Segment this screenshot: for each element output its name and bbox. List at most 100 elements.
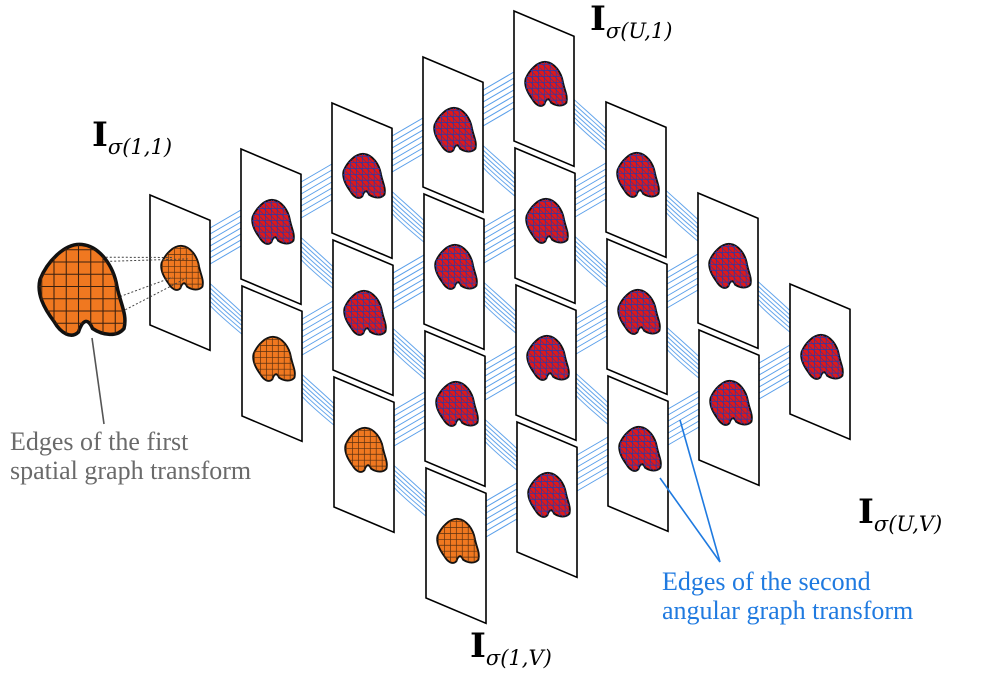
view-frame	[514, 146, 576, 305]
mesh-line	[801, 334, 829, 379]
view-shape	[709, 379, 753, 426]
mesh-line	[344, 290, 366, 335]
mesh-line	[434, 107, 474, 152]
angular-caption-line-2: angular graph transform	[662, 596, 914, 625]
shape-mesh	[525, 61, 567, 106]
mesh-line	[543, 198, 568, 243]
mesh-line	[436, 381, 476, 426]
mesh-line	[623, 289, 660, 334]
shape-mesh	[710, 380, 752, 425]
mesh-line	[714, 243, 751, 288]
spatial-caption-pointer	[91, 337, 105, 425]
shape-mesh	[434, 107, 476, 152]
mesh-line	[434, 107, 456, 152]
mesh-line	[618, 289, 646, 334]
angular-caption: Edges of the second angular graph transf…	[662, 567, 913, 625]
view-shape	[526, 334, 570, 381]
zoom-layer	[37, 242, 188, 337]
zoom-guide	[103, 277, 188, 322]
mesh-line	[801, 334, 841, 379]
mesh-line	[539, 472, 570, 517]
view-frame	[605, 100, 667, 259]
mesh-line	[269, 199, 294, 244]
view-shape	[251, 198, 295, 245]
view-shape	[342, 152, 386, 199]
mesh-line	[528, 472, 556, 517]
mesh-line	[526, 198, 554, 243]
view-shape	[527, 471, 571, 518]
mesh-line	[440, 244, 477, 289]
label-top-right: Iσ(U,1)	[590, 0, 672, 43]
view-frame	[240, 147, 302, 306]
mesh-line	[619, 426, 647, 471]
shape-mesh	[436, 381, 478, 426]
mesh-line	[617, 152, 639, 197]
view-shape	[525, 197, 569, 244]
zoomed-shape	[37, 242, 127, 337]
shape-body	[37, 242, 127, 337]
mesh-line	[441, 381, 478, 426]
view-frame	[424, 329, 486, 488]
mesh-line	[435, 244, 475, 289]
mesh-line	[617, 152, 657, 197]
view-frame	[149, 193, 211, 352]
mesh-line	[527, 335, 549, 380]
mesh-line	[532, 335, 569, 380]
shape-mesh	[343, 153, 385, 198]
view-shape	[708, 242, 752, 289]
angular-caption-line-1: Edges of the second	[662, 567, 871, 596]
mesh-line	[343, 153, 365, 198]
view-shape	[616, 151, 660, 198]
view-frame	[515, 283, 577, 442]
zoom-guide	[57, 256, 173, 258]
mesh-line	[709, 243, 737, 288]
view-frame	[698, 328, 760, 487]
view-frame	[513, 9, 575, 168]
mesh-line	[435, 244, 463, 289]
mesh-line	[806, 334, 843, 379]
mesh-line	[263, 199, 294, 244]
label-top-left: Iσ(1,1)	[92, 115, 172, 159]
mesh-line	[710, 380, 738, 425]
mesh-line	[622, 152, 659, 197]
mesh-line	[709, 243, 731, 288]
views-layer	[149, 9, 851, 625]
mesh-line	[618, 289, 640, 334]
mesh-line	[344, 290, 372, 335]
mesh-line	[436, 381, 458, 426]
mesh-line	[527, 335, 567, 380]
mesh-line	[528, 472, 568, 517]
mesh-line	[619, 426, 641, 471]
mesh-line	[355, 290, 386, 335]
view-frame	[606, 237, 668, 396]
spatial-caption-line-1: Edges of the first	[10, 427, 189, 456]
mesh-line	[710, 380, 750, 425]
mesh-line	[525, 61, 547, 106]
mesh-line	[710, 380, 732, 425]
label-bottom-left: Iσ(1,V)	[470, 626, 552, 670]
mesh-line	[252, 199, 274, 244]
view-frame	[423, 192, 485, 351]
mesh-line	[361, 290, 386, 335]
view-frame	[332, 238, 394, 397]
mesh-line	[445, 107, 476, 152]
mesh-line	[542, 61, 567, 106]
mesh-line	[343, 153, 371, 198]
shape-mesh	[801, 334, 843, 379]
mesh-line	[446, 244, 477, 289]
shape-mesh	[709, 243, 751, 288]
view-frame	[241, 284, 303, 443]
mesh-line	[544, 335, 569, 380]
mesh-line	[538, 335, 569, 380]
mesh-line	[624, 426, 661, 471]
view-shape	[800, 333, 844, 380]
mesh-line	[727, 380, 752, 425]
mesh-line	[526, 198, 566, 243]
mesh-line	[531, 198, 568, 243]
view-shape	[617, 288, 661, 335]
spatial-caption: Edges of the first spatial graph transfo…	[10, 427, 251, 485]
mesh-line	[629, 289, 660, 334]
mesh-line	[537, 198, 568, 243]
mesh-line	[528, 472, 550, 517]
